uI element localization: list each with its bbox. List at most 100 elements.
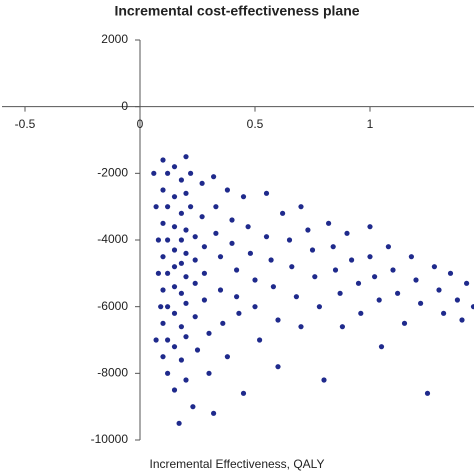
point xyxy=(171,247,178,253)
point xyxy=(234,294,240,300)
point xyxy=(321,377,327,383)
point xyxy=(275,364,281,370)
point xyxy=(178,324,184,330)
point xyxy=(339,324,345,330)
y-tick-label: 0 xyxy=(121,99,128,113)
y-tick-label: -8000 xyxy=(97,366,128,380)
point xyxy=(183,250,189,256)
point xyxy=(206,370,212,376)
point xyxy=(270,284,276,290)
point xyxy=(447,270,454,276)
point xyxy=(171,194,178,200)
point xyxy=(305,227,311,233)
point xyxy=(257,337,263,343)
point xyxy=(298,204,304,210)
point xyxy=(183,300,189,306)
point xyxy=(293,294,299,300)
x-tick-label: -0.5 xyxy=(15,117,36,131)
point xyxy=(418,300,424,306)
x-tick-label: 0.5 xyxy=(247,117,264,131)
point xyxy=(171,387,178,393)
point xyxy=(280,210,286,216)
point xyxy=(367,224,373,230)
chart-title: Incremental cost-effectiveness plane xyxy=(114,3,359,19)
point xyxy=(441,310,447,316)
point xyxy=(344,230,350,236)
point xyxy=(158,304,164,310)
point xyxy=(171,164,178,170)
point xyxy=(183,274,189,280)
point xyxy=(153,204,159,210)
point xyxy=(160,320,166,326)
point xyxy=(171,264,178,270)
point xyxy=(213,204,219,210)
y-tick-label: -6000 xyxy=(97,299,128,313)
point xyxy=(385,244,391,250)
point xyxy=(183,154,189,160)
point xyxy=(155,237,161,243)
point xyxy=(316,304,322,310)
point xyxy=(160,187,166,193)
point xyxy=(395,290,401,296)
point xyxy=(160,287,166,293)
point xyxy=(252,304,258,310)
point xyxy=(220,320,226,326)
point xyxy=(206,330,212,336)
point xyxy=(201,244,207,250)
point xyxy=(178,210,184,216)
point xyxy=(201,270,207,276)
point xyxy=(355,280,362,286)
point xyxy=(245,224,251,230)
point xyxy=(286,237,293,243)
point xyxy=(401,320,408,326)
point xyxy=(165,304,171,310)
y-tick-label: -10000 xyxy=(91,432,129,446)
point xyxy=(454,297,460,303)
point xyxy=(312,274,318,280)
point xyxy=(160,157,166,163)
point xyxy=(236,310,242,316)
point xyxy=(358,310,364,316)
point xyxy=(201,297,207,303)
point xyxy=(165,337,171,343)
point xyxy=(188,204,194,210)
point xyxy=(165,237,171,243)
point xyxy=(367,254,373,260)
y-tick-label: -4000 xyxy=(97,232,128,246)
point xyxy=(252,277,258,283)
point xyxy=(192,257,198,263)
point xyxy=(213,230,219,236)
point xyxy=(330,244,336,250)
point xyxy=(165,204,171,210)
point xyxy=(224,354,230,360)
point xyxy=(192,314,198,320)
point xyxy=(183,190,189,196)
point xyxy=(229,217,235,223)
point xyxy=(217,254,224,260)
point xyxy=(183,377,189,383)
point xyxy=(234,267,240,273)
point xyxy=(275,317,281,323)
point xyxy=(183,334,189,340)
point xyxy=(240,194,247,200)
point xyxy=(289,264,295,270)
point xyxy=(153,337,159,343)
point xyxy=(268,257,274,263)
point xyxy=(192,234,198,240)
point xyxy=(349,257,355,263)
x-tick-label: 0 xyxy=(137,117,144,131)
point xyxy=(470,304,474,310)
x-axis-label: Incremental Effectiveness, QALY xyxy=(150,457,325,471)
point xyxy=(192,280,198,286)
point xyxy=(413,277,419,283)
point xyxy=(378,344,385,350)
point xyxy=(178,290,184,296)
point xyxy=(160,220,166,226)
point xyxy=(424,390,431,396)
point xyxy=(183,227,189,233)
point xyxy=(372,274,378,280)
point xyxy=(309,247,316,253)
point xyxy=(178,260,184,266)
point xyxy=(229,240,235,246)
point xyxy=(211,410,217,416)
